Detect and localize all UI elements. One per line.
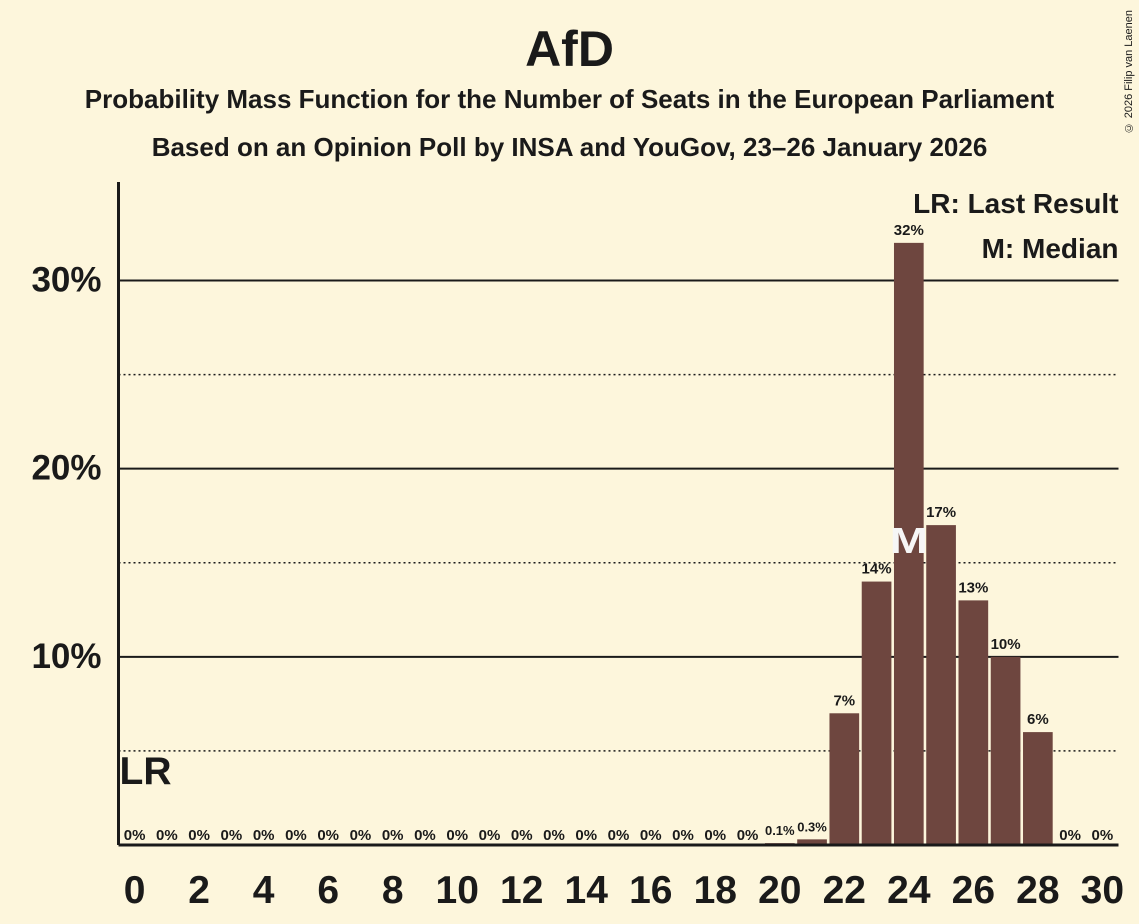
svg-text:10: 10: [436, 869, 479, 912]
svg-text:0.3%: 0.3%: [797, 819, 827, 834]
svg-text:0%: 0%: [1059, 827, 1081, 844]
svg-text:17%: 17%: [926, 504, 956, 521]
svg-text:0.1%: 0.1%: [765, 823, 795, 838]
svg-text:30%: 30%: [31, 261, 101, 300]
svg-text:0%: 0%: [285, 827, 307, 844]
svg-text:2: 2: [188, 869, 210, 912]
svg-text:0%: 0%: [188, 827, 210, 844]
svg-text:30: 30: [1081, 869, 1124, 912]
svg-text:LR: Last Result: LR: Last Result: [913, 188, 1118, 219]
svg-text:0%: 0%: [737, 827, 759, 844]
svg-text:6: 6: [317, 869, 339, 912]
svg-text:8: 8: [382, 869, 404, 912]
svg-text:26: 26: [952, 869, 995, 912]
svg-text:4: 4: [253, 869, 275, 912]
svg-text:M: M: [890, 521, 928, 561]
svg-text:M: Median: M: Median: [982, 233, 1119, 264]
svg-text:0%: 0%: [575, 827, 597, 844]
svg-text:0%: 0%: [704, 827, 726, 844]
svg-text:0%: 0%: [414, 827, 436, 844]
svg-text:10%: 10%: [991, 636, 1021, 653]
svg-text:0: 0: [124, 869, 146, 912]
svg-text:16: 16: [629, 869, 672, 912]
svg-text:24: 24: [887, 869, 931, 912]
svg-text:0%: 0%: [156, 827, 178, 844]
svg-text:28: 28: [1016, 869, 1059, 912]
svg-text:0%: 0%: [672, 827, 694, 844]
svg-text:0%: 0%: [382, 827, 404, 844]
svg-text:14%: 14%: [862, 561, 892, 578]
svg-text:6%: 6%: [1027, 711, 1049, 728]
svg-text:0%: 0%: [543, 827, 565, 844]
svg-text:20: 20: [758, 869, 801, 912]
svg-text:0%: 0%: [1092, 827, 1114, 844]
svg-text:0%: 0%: [511, 827, 533, 844]
svg-text:14: 14: [565, 869, 609, 912]
svg-text:0%: 0%: [350, 827, 372, 844]
svg-text:13%: 13%: [958, 579, 988, 596]
svg-text:0%: 0%: [640, 827, 662, 844]
svg-text:0%: 0%: [608, 827, 630, 844]
svg-text:10%: 10%: [31, 637, 101, 676]
svg-text:0%: 0%: [479, 827, 501, 844]
svg-text:32%: 32%: [894, 222, 924, 239]
svg-text:LR: LR: [120, 750, 172, 793]
svg-text:22: 22: [823, 869, 866, 912]
svg-text:0%: 0%: [124, 827, 146, 844]
svg-text:7%: 7%: [833, 692, 855, 709]
svg-text:0%: 0%: [446, 827, 468, 844]
svg-text:20%: 20%: [31, 449, 101, 488]
svg-text:0%: 0%: [221, 827, 243, 844]
svg-text:12: 12: [500, 869, 543, 912]
svg-text:0%: 0%: [253, 827, 275, 844]
svg-text:18: 18: [694, 869, 737, 912]
svg-text:0%: 0%: [317, 827, 339, 844]
